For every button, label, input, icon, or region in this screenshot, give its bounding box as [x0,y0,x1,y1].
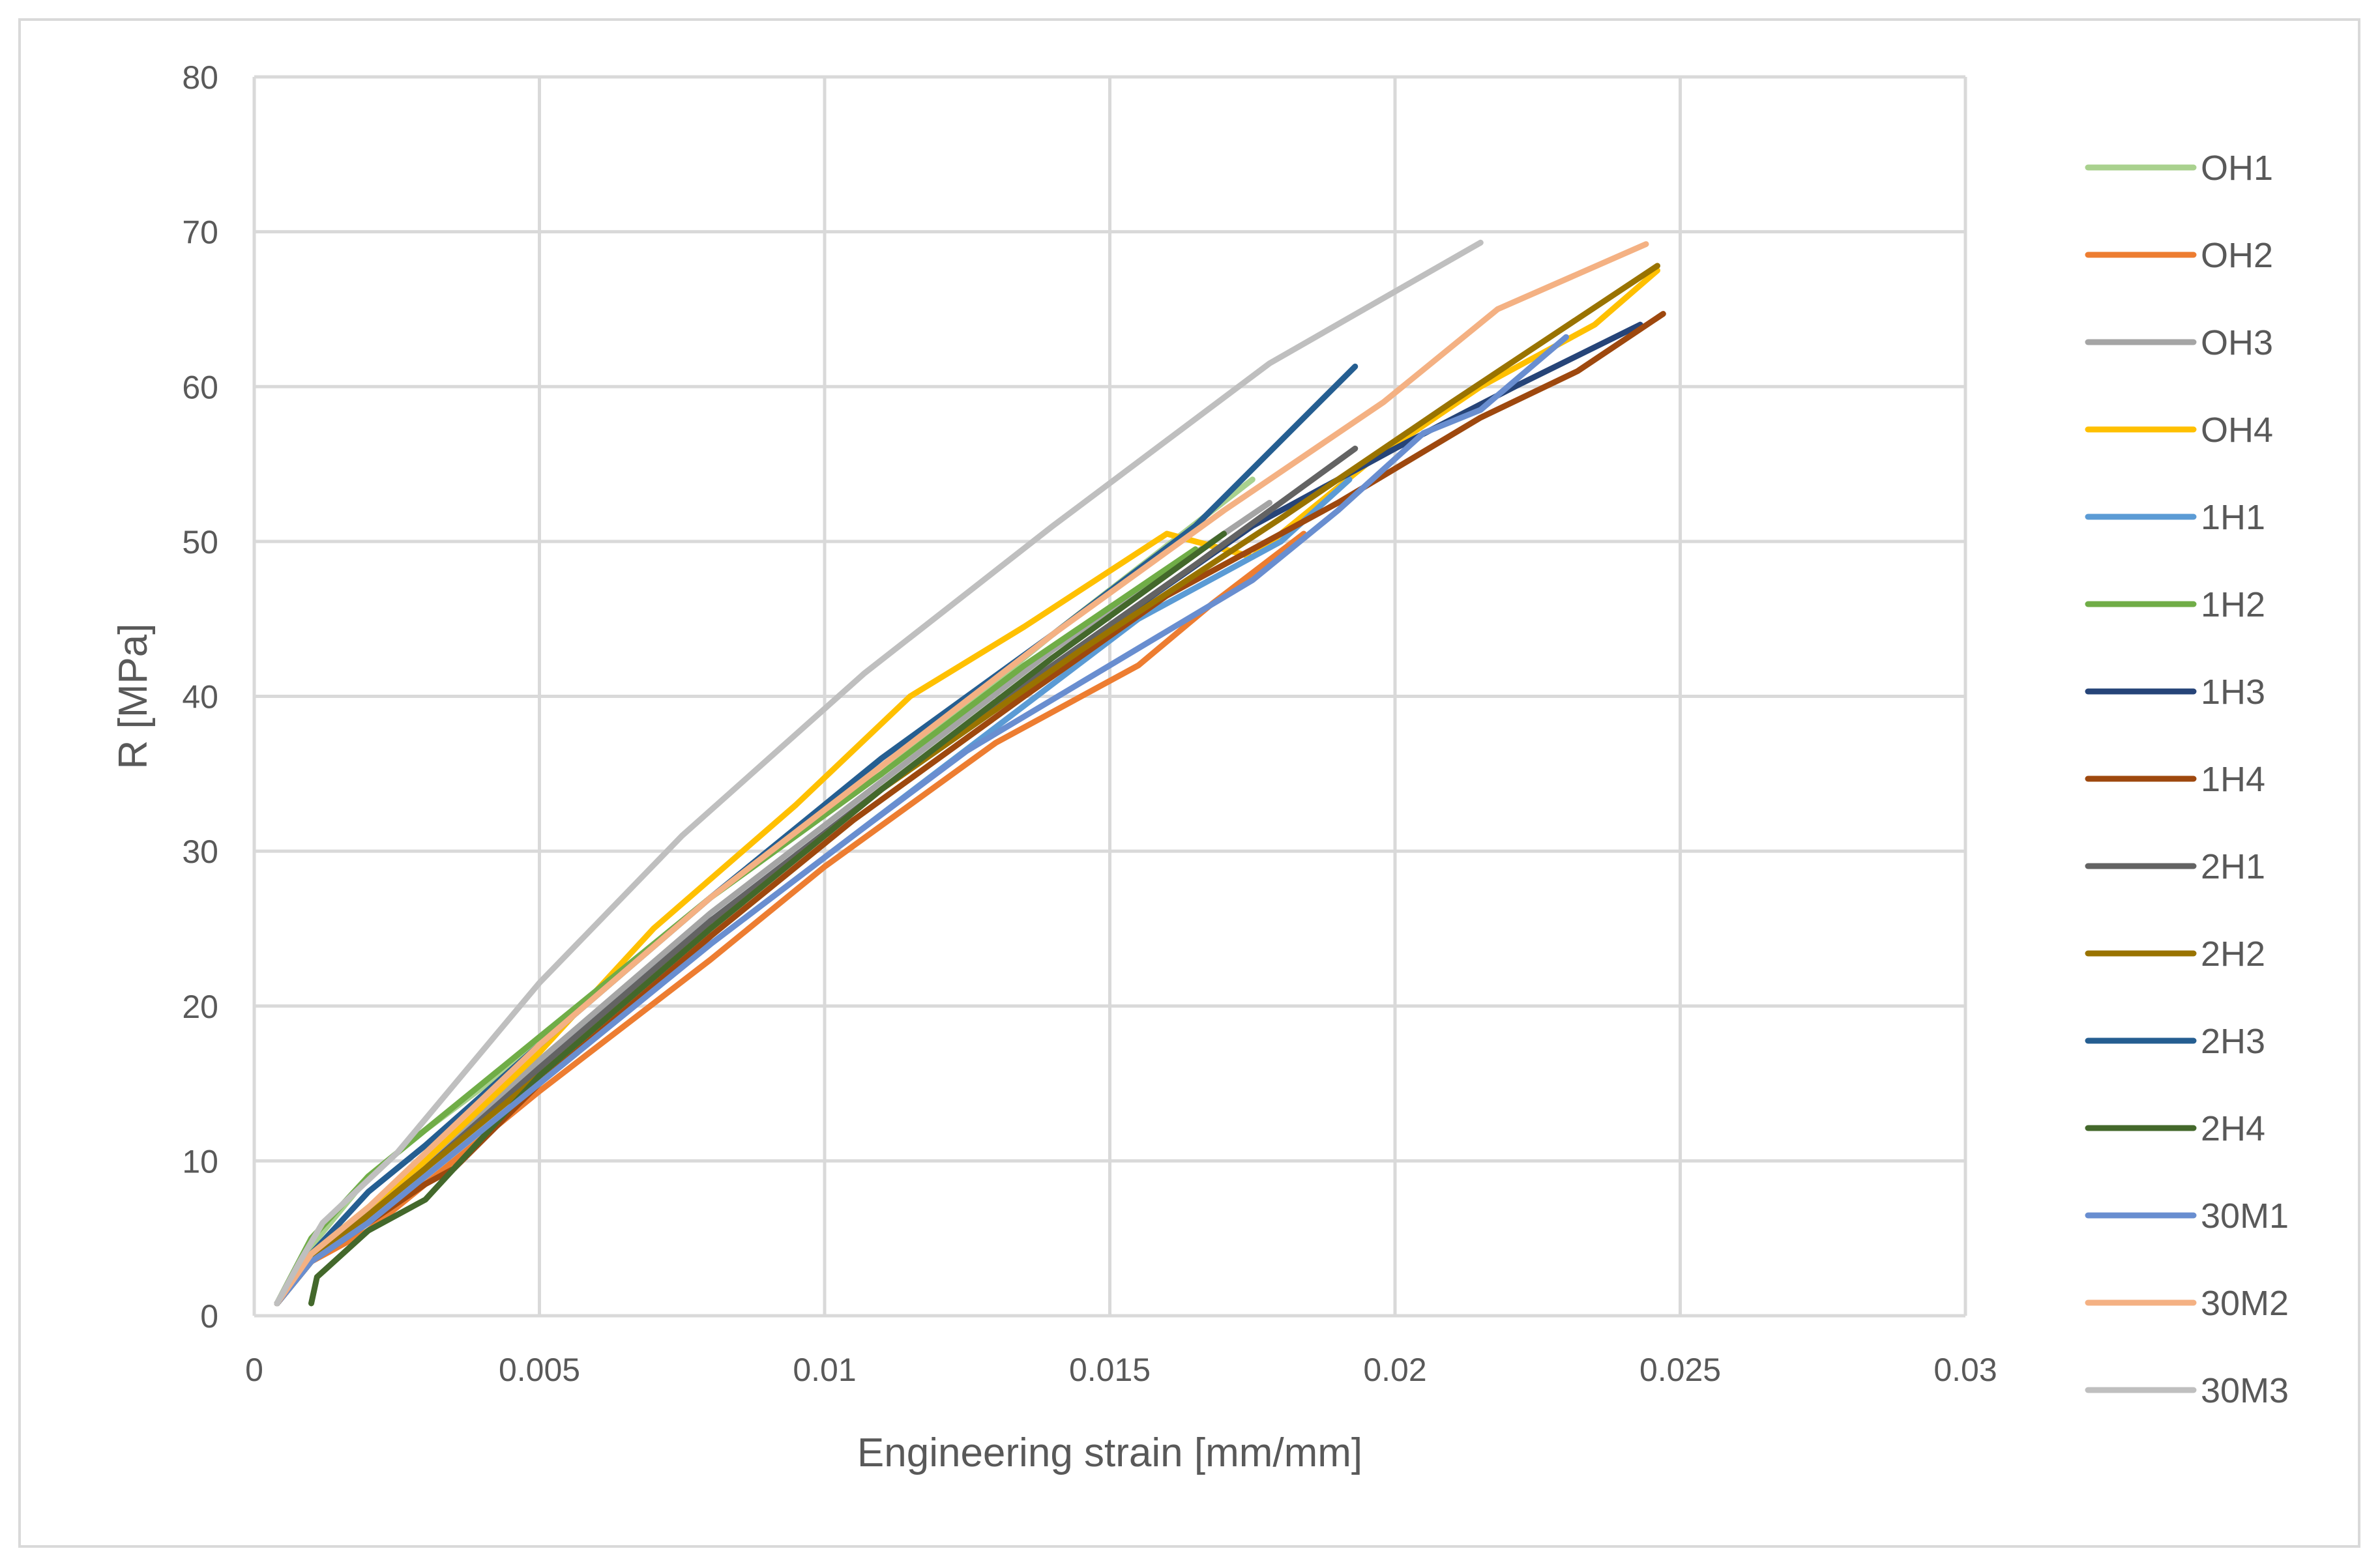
series-line-30m2 [274,241,1649,1307]
y-tick-label: 20 [182,989,218,1025]
legend-label: 1H3 [2201,673,2265,712]
legend-label: OH2 [2201,236,2273,275]
legend-label: 30M2 [2201,1284,2289,1323]
legend-label: OH3 [2201,323,2273,362]
legend-item-30m2: 30M2 [2085,1284,2289,1323]
x-axis-ticks: 0 0.005 0.01 0.015 0.02 0.025 0.03 [245,1352,1997,1388]
legend-label: 1H4 [2201,760,2265,799]
x-tick-label: 0.005 [499,1352,580,1388]
legend: OH1 OH2 OH3 OH4 1H1 1H2 1H3 1H4 2H1 2H2 2H3 2H4 30M1… [2085,149,2289,1410]
y-tick-label: 40 [182,679,218,716]
y-tick-label: 0 [200,1298,218,1335]
legend-item-oh3: OH3 [2085,323,2273,362]
legend-label: 1H1 [2201,498,2265,537]
y-axis-ticks: 0 10 20 30 40 50 60 70 80 [182,59,218,1335]
legend-item-oh4: OH4 [2085,411,2273,450]
series-line-oh2 [274,530,1307,1307]
legend-label: 30M3 [2201,1371,2289,1410]
legend-item-30m1: 30M1 [2085,1196,2289,1236]
y-tick-label: 60 [182,369,218,405]
y-tick-label: 50 [182,524,218,560]
legend-label: 2H3 [2201,1022,2265,1061]
y-tick-label: 80 [182,59,218,96]
series-lines [274,239,1666,1307]
legend-label: OH1 [2201,149,2273,188]
legend-item-oh2: OH2 [2085,236,2273,275]
x-axis-title: Engineering strain [mm/mm] [857,1430,1362,1475]
y-tick-label: 30 [182,834,218,870]
legend-item-1h1: 1H1 [2085,498,2265,537]
y-tick-label: 10 [182,1143,218,1180]
legend-label: 2H1 [2201,847,2265,886]
legend-item-1h4: 1H4 [2085,760,2265,799]
legend-item-1h2: 1H2 [2085,585,2265,624]
plot-area [252,75,1967,1318]
y-tick-label: 70 [182,214,218,251]
legend-item-oh1: OH1 [2085,149,2273,188]
legend-label: 2H2 [2201,935,2265,974]
series-line-2h4 [308,530,1227,1307]
legend-label: OH4 [2201,411,2273,450]
gridlines [252,75,1967,1318]
legend-label: 1H2 [2201,585,2265,624]
y-axis-title: R [MPa] [111,624,156,770]
x-tick-label: 0.01 [793,1352,856,1388]
x-tick-label: 0.02 [1363,1352,1426,1388]
series-line-30m1 [274,334,1569,1307]
x-tick-label: 0.03 [1933,1352,1997,1388]
x-tick-label: 0 [245,1352,263,1388]
x-tick-label: 0.025 [1639,1352,1721,1388]
legend-item-2h1: 2H1 [2085,847,2265,886]
legend-label: 2H4 [2201,1109,2265,1148]
series-line-30m3 [274,239,1484,1307]
legend-label: 30M1 [2201,1196,2289,1236]
legend-item-1h3: 1H3 [2085,673,2265,712]
legend-item-2h3: 2H3 [2085,1022,2265,1061]
legend-item-30m3: 30M3 [2085,1371,2289,1410]
x-tick-label: 0.015 [1069,1352,1151,1388]
legend-item-2h2: 2H2 [2085,935,2265,974]
legend-item-2h4: 2H4 [2085,1109,2265,1148]
